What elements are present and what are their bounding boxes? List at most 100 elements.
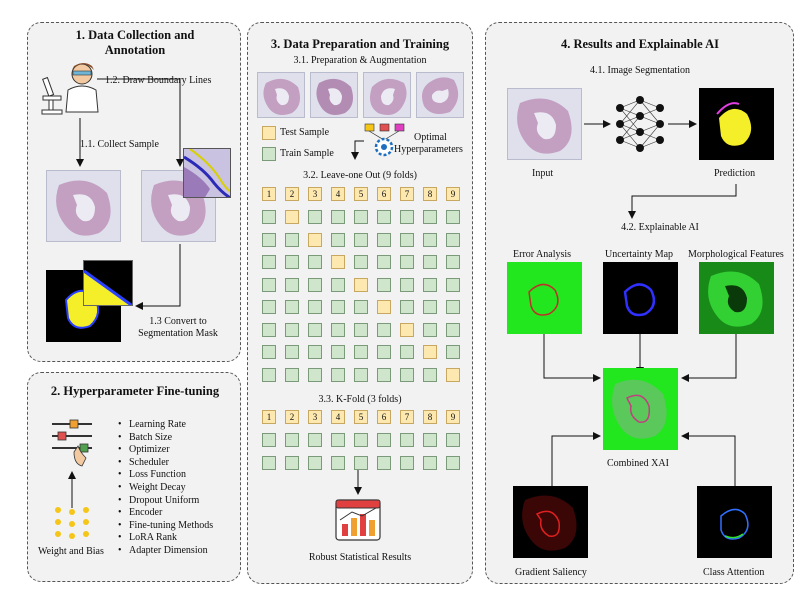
train-cell: [331, 322, 345, 337]
kfold-label: 3.3. K-Fold (3 folds): [318, 394, 402, 405]
fold-number: 2: [285, 410, 299, 424]
train-cell: [262, 277, 276, 292]
morphological-features-label: Morphological Features: [688, 249, 784, 260]
train-cell: [446, 345, 460, 359]
train-cell: [423, 232, 437, 247]
aug-image-2: [310, 72, 358, 118]
fold-number: 4: [331, 410, 345, 424]
sample-image-raw: [46, 170, 121, 242]
hp-item: Loss Function: [118, 469, 213, 482]
train-cell: [262, 210, 276, 224]
panel3-title: 3. Data Preparation and Training: [270, 37, 450, 51]
boundary-zoom-inset: [183, 148, 231, 198]
train-cell: [331, 232, 345, 247]
train-cell: [423, 210, 437, 224]
optimal-hp-label: Optimal Hyperparameters: [394, 132, 463, 156]
input-image: [507, 88, 582, 160]
fold-number: 7: [400, 410, 414, 424]
train-cell: [285, 300, 299, 314]
test-cell: [308, 232, 322, 247]
segmentation-label: 4.1. Image Segmentation: [590, 65, 690, 76]
train-cell: [400, 345, 414, 359]
train-cell: [262, 255, 276, 269]
error-analysis-label: Error Analysis: [513, 249, 572, 260]
legend-train-label: Train Sample: [280, 148, 334, 159]
train-cell: [377, 367, 391, 382]
hp-item: LoRA Rank: [118, 532, 213, 545]
draw-boundary-label: 1.2. Draw Boundary Lines: [105, 75, 212, 86]
gradient-saliency-image: [513, 486, 588, 558]
train-cell: [446, 210, 460, 224]
train-cell: [308, 322, 322, 337]
legend-test-swatch: [262, 126, 276, 140]
gradient-saliency-label: Gradient Saliency: [515, 567, 587, 578]
train-cell: [308, 367, 322, 382]
train-cell: [262, 433, 276, 447]
train-cell: [354, 210, 368, 224]
train-cell: [423, 455, 437, 470]
train-cell: [446, 277, 460, 292]
train-cell: [354, 300, 368, 314]
optimal-hp-line2: Hyperparameters: [394, 144, 463, 155]
aug-image-4: [416, 72, 464, 118]
hp-item: Learning Rate: [118, 419, 213, 432]
panel2-title: 2. Hyperparameter Fine-tuning: [50, 384, 220, 398]
input-label: Input: [532, 168, 554, 179]
loo-label: 3.2. Leave-one Out (9 folds): [303, 170, 417, 181]
explainable-ai-label: 4.2. Explainable AI: [621, 222, 699, 233]
prediction-label: Prediction: [714, 168, 756, 179]
optimal-hp-line1: Optimal: [414, 132, 447, 143]
train-cell: [377, 345, 391, 359]
hp-item: Fine-tuning Methods: [118, 520, 213, 533]
legend-test-label: Test Sample: [280, 127, 330, 138]
hyperparameter-list: Learning Rate Batch Size Optimizer Sched…: [118, 419, 213, 558]
fold-number: 9: [446, 410, 460, 424]
morphological-features-image: [699, 262, 774, 334]
train-cell: [423, 277, 437, 292]
train-cell: [423, 433, 437, 447]
convert-mask-line1: 1.3 Convert to: [149, 316, 207, 327]
prediction-image: [699, 88, 774, 160]
train-cell: [308, 345, 322, 359]
weight-bias-label: Weight and Bias: [38, 546, 104, 557]
fold-number: 7: [400, 187, 414, 201]
train-cell: [285, 367, 299, 382]
train-cell: [285, 277, 299, 292]
panel4-title: 4. Results and Explainable AI: [560, 37, 720, 51]
error-analysis-image: [507, 262, 582, 334]
train-cell: [400, 433, 414, 447]
class-attention-image: [697, 486, 772, 558]
train-cell: [262, 345, 276, 359]
train-cell: [400, 455, 414, 470]
test-cell: [377, 300, 391, 314]
train-cell: [331, 455, 345, 470]
train-cell: [400, 367, 414, 382]
train-cell: [354, 232, 368, 247]
test-cell: [423, 345, 437, 359]
fold-number: 4: [331, 187, 345, 201]
fold-number: 5: [354, 410, 368, 424]
train-cell: [331, 210, 345, 224]
fold-number: 1: [262, 410, 276, 424]
train-cell: [354, 345, 368, 359]
hp-item: Encoder: [118, 507, 213, 520]
hp-item: Batch Size: [118, 432, 213, 445]
fold-number: 3: [308, 410, 322, 424]
train-cell: [400, 232, 414, 247]
train-cell: [262, 367, 276, 382]
train-cell: [354, 367, 368, 382]
train-cell: [262, 232, 276, 247]
train-cell: [308, 433, 322, 447]
train-cell: [308, 300, 322, 314]
class-attention-label: Class Attention: [703, 567, 765, 578]
train-cell: [377, 433, 391, 447]
fold-number: 5: [354, 187, 368, 201]
train-cell: [285, 322, 299, 337]
train-cell: [377, 322, 391, 337]
train-cell: [354, 455, 368, 470]
train-cell: [308, 455, 322, 470]
train-cell: [331, 300, 345, 314]
fold-number: 3: [308, 187, 322, 201]
train-cell: [262, 322, 276, 337]
train-cell: [423, 300, 437, 314]
